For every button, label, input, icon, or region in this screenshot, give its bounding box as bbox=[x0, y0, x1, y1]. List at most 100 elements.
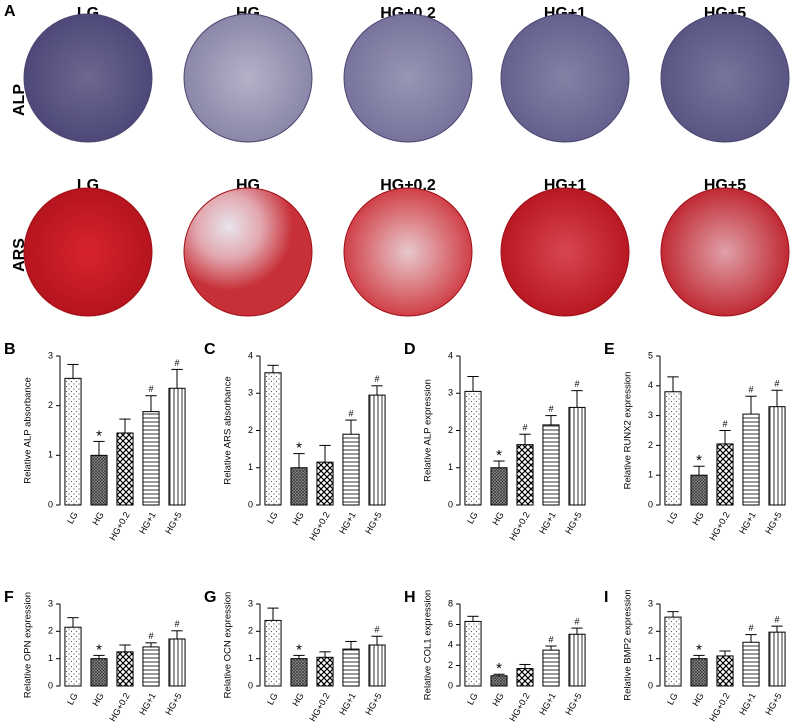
bar bbox=[742, 641, 760, 687]
x-tick-label: HG+1 bbox=[137, 510, 158, 536]
bar bbox=[690, 474, 708, 506]
well-photo bbox=[660, 187, 790, 317]
y-tick-label: 4 bbox=[648, 380, 653, 390]
y-tick-label: 4 bbox=[448, 639, 453, 649]
y-axis-title: Relative COL1 expression bbox=[423, 590, 434, 700]
bar bbox=[490, 675, 508, 687]
y-tick-label: 0 bbox=[48, 680, 53, 690]
bar bbox=[490, 467, 508, 506]
y-tick-label: 0 bbox=[648, 680, 653, 690]
y-tick-label: 2 bbox=[648, 440, 653, 450]
y-tick-label: 0 bbox=[248, 680, 253, 690]
bar bbox=[116, 432, 134, 506]
well-photo bbox=[660, 13, 790, 143]
x-tick-label: HG+1 bbox=[537, 691, 558, 717]
y-tick-label: 0 bbox=[648, 499, 653, 509]
y-tick-label: 0 bbox=[48, 499, 53, 509]
bar bbox=[64, 377, 82, 506]
y-tick-label: 3 bbox=[248, 598, 253, 608]
y-tick-label: 2 bbox=[448, 425, 453, 435]
panel-label: A bbox=[4, 3, 16, 20]
x-tick-label: HG bbox=[490, 510, 505, 527]
y-tick-label: 2 bbox=[48, 626, 53, 636]
bar bbox=[64, 626, 82, 687]
well-photo bbox=[500, 187, 630, 317]
bar bbox=[542, 424, 560, 506]
bar bbox=[316, 461, 334, 506]
x-tick-label: HG+0.2 bbox=[707, 510, 731, 542]
well-photo bbox=[23, 187, 153, 317]
panel-label: D bbox=[404, 341, 416, 358]
x-tick-label: LG bbox=[665, 510, 680, 525]
bar bbox=[568, 633, 586, 687]
x-tick-label: HG+1 bbox=[337, 691, 358, 717]
y-tick-label: 2 bbox=[48, 400, 53, 410]
bar bbox=[90, 658, 108, 687]
panel-label: E bbox=[604, 341, 615, 358]
y-axis-title: Relative RUNX2 expression bbox=[623, 372, 634, 490]
bar bbox=[142, 411, 160, 506]
significance-marker: # bbox=[548, 404, 553, 414]
x-tick-label: HG+1 bbox=[537, 510, 558, 536]
x-tick-label: HG+0.2 bbox=[707, 691, 731, 723]
significance-marker: # bbox=[148, 631, 153, 641]
x-tick-label: HG+5 bbox=[563, 510, 584, 536]
x-tick-label: LG bbox=[465, 691, 480, 706]
y-tick-label: 1 bbox=[248, 462, 253, 472]
x-tick-label: HG+5 bbox=[763, 510, 784, 536]
y-tick-label: 3 bbox=[648, 598, 653, 608]
x-tick-label: LG bbox=[265, 510, 280, 525]
significance-marker: # bbox=[574, 616, 579, 626]
significance-marker: # bbox=[148, 384, 153, 394]
panel-label: I bbox=[604, 589, 608, 606]
bar bbox=[168, 638, 186, 687]
x-tick-label: HG bbox=[90, 510, 105, 527]
bar bbox=[768, 631, 786, 687]
bar bbox=[168, 387, 186, 506]
y-tick-label: 4 bbox=[248, 350, 253, 360]
bar bbox=[116, 651, 134, 687]
y-tick-label: 3 bbox=[48, 350, 53, 360]
significance-marker: # bbox=[774, 615, 779, 625]
panel-label: B bbox=[4, 341, 16, 358]
significance-marker: # bbox=[748, 385, 753, 395]
bar bbox=[664, 616, 682, 687]
y-tick-label: 3 bbox=[648, 410, 653, 420]
y-tick-label: 1 bbox=[448, 462, 453, 472]
x-tick-label: HG bbox=[290, 691, 305, 708]
y-axis-title: Relative OCN expression bbox=[223, 592, 234, 699]
significance-marker: # bbox=[174, 619, 179, 629]
x-tick-label: HG+0.2 bbox=[507, 510, 531, 542]
bar bbox=[742, 413, 760, 506]
bar bbox=[716, 443, 734, 506]
significance-marker: # bbox=[522, 423, 527, 433]
y-tick-label: 3 bbox=[48, 598, 53, 608]
y-tick-label: 3 bbox=[448, 388, 453, 398]
bar bbox=[568, 406, 586, 506]
bar bbox=[342, 433, 360, 506]
bar bbox=[516, 444, 534, 506]
x-tick-label: HG bbox=[90, 691, 105, 708]
bar bbox=[90, 454, 108, 506]
significance-marker: * bbox=[696, 641, 702, 658]
significance-marker: * bbox=[96, 641, 102, 658]
bar bbox=[516, 668, 534, 687]
well-photo bbox=[500, 13, 630, 143]
x-tick-label: LG bbox=[65, 510, 80, 525]
bar bbox=[368, 394, 386, 506]
bar bbox=[368, 644, 386, 687]
x-tick-label: HG+0.2 bbox=[107, 510, 131, 542]
x-tick-label: HG+1 bbox=[737, 691, 758, 717]
y-tick-label: 1 bbox=[48, 653, 53, 663]
x-tick-label: HG+5 bbox=[363, 510, 384, 536]
well-photo bbox=[183, 13, 313, 143]
y-tick-label: 6 bbox=[448, 619, 453, 629]
bar bbox=[290, 658, 308, 687]
panel-label: C bbox=[204, 341, 216, 358]
significance-marker: * bbox=[296, 440, 302, 457]
significance-marker: # bbox=[748, 623, 753, 633]
x-tick-label: HG+5 bbox=[163, 510, 184, 536]
bar bbox=[690, 658, 708, 687]
y-tick-label: 1 bbox=[648, 653, 653, 663]
